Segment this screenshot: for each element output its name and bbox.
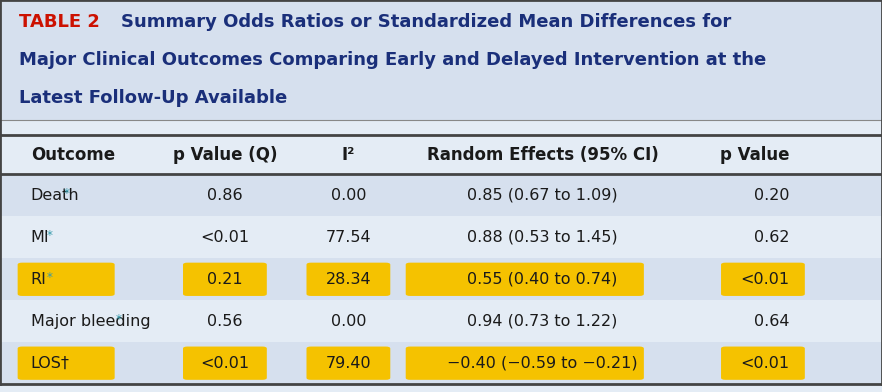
Text: TABLE 2: TABLE 2 <box>19 13 101 31</box>
Text: Summary Odds Ratios or Standardized Mean Differences for: Summary Odds Ratios or Standardized Mean… <box>121 13 731 31</box>
Text: Outcome: Outcome <box>31 146 115 163</box>
FancyBboxPatch shape <box>721 263 804 296</box>
Text: 0.20: 0.20 <box>754 188 789 203</box>
FancyBboxPatch shape <box>0 258 882 300</box>
Text: Latest Follow-Up Available: Latest Follow-Up Available <box>19 89 288 107</box>
FancyBboxPatch shape <box>0 342 882 384</box>
Text: 77.54: 77.54 <box>325 230 371 245</box>
FancyBboxPatch shape <box>307 347 391 380</box>
Text: *: * <box>47 229 53 242</box>
FancyBboxPatch shape <box>18 263 115 296</box>
FancyBboxPatch shape <box>183 347 266 380</box>
Text: MI: MI <box>31 230 49 245</box>
FancyBboxPatch shape <box>0 216 882 258</box>
FancyBboxPatch shape <box>0 135 882 174</box>
Text: Death: Death <box>31 188 79 203</box>
Text: 0.88 (0.53 to 1.45): 0.88 (0.53 to 1.45) <box>467 230 617 245</box>
Text: p Value (Q): p Value (Q) <box>173 146 277 163</box>
FancyBboxPatch shape <box>307 263 391 296</box>
Text: 0.00: 0.00 <box>331 314 366 329</box>
Text: RI: RI <box>31 272 47 287</box>
FancyBboxPatch shape <box>0 0 882 120</box>
Text: Major Clinical Outcomes Comparing Early and Delayed Intervention at the: Major Clinical Outcomes Comparing Early … <box>19 51 766 69</box>
Text: LOS†: LOS† <box>31 356 70 371</box>
FancyBboxPatch shape <box>0 120 882 135</box>
FancyBboxPatch shape <box>406 263 644 296</box>
Text: *: * <box>64 187 70 200</box>
Text: 0.62: 0.62 <box>754 230 789 245</box>
Text: 0.00: 0.00 <box>331 188 366 203</box>
Text: <0.01: <0.01 <box>740 272 789 287</box>
Text: −0.40 (−0.59 to −0.21): −0.40 (−0.59 to −0.21) <box>447 356 638 371</box>
Text: <0.01: <0.01 <box>200 356 250 371</box>
FancyBboxPatch shape <box>0 300 882 342</box>
FancyBboxPatch shape <box>0 174 882 216</box>
Text: *: * <box>116 313 122 326</box>
Text: <0.01: <0.01 <box>200 230 250 245</box>
FancyBboxPatch shape <box>721 347 804 380</box>
Text: 28.34: 28.34 <box>325 272 371 287</box>
Text: I²: I² <box>341 146 355 163</box>
FancyBboxPatch shape <box>18 347 115 380</box>
Text: 79.40: 79.40 <box>325 356 371 371</box>
Text: 0.55 (0.40 to 0.74): 0.55 (0.40 to 0.74) <box>467 272 617 287</box>
Text: <0.01: <0.01 <box>740 356 789 371</box>
Text: 0.85 (0.67 to 1.09): 0.85 (0.67 to 1.09) <box>467 188 617 203</box>
Text: 0.86: 0.86 <box>207 188 243 203</box>
Text: 0.56: 0.56 <box>207 314 243 329</box>
Text: 0.94 (0.73 to 1.22): 0.94 (0.73 to 1.22) <box>467 314 617 329</box>
Text: 0.64: 0.64 <box>754 314 789 329</box>
Text: Major bleeding: Major bleeding <box>31 314 151 329</box>
Text: 0.21: 0.21 <box>207 272 243 287</box>
FancyBboxPatch shape <box>183 263 266 296</box>
Text: Random Effects (95% CI): Random Effects (95% CI) <box>427 146 658 163</box>
FancyBboxPatch shape <box>406 347 644 380</box>
Text: p Value: p Value <box>720 146 789 163</box>
Text: *: * <box>47 271 53 284</box>
